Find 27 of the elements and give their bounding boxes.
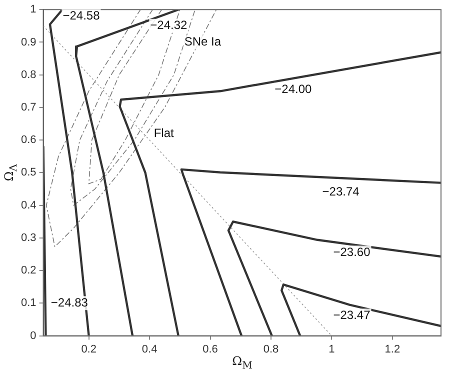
x-tick-label: 1.2 [384,343,400,356]
y-tick-label: 0.3 [20,232,36,244]
annotation: −24.32 [150,18,188,32]
annotation: −23.60 [333,244,371,259]
annotation: −23.74 [322,184,360,199]
y-tick-label: 0.9 [20,36,36,48]
y-tick-label: 0.8 [20,68,36,81]
y-tick-label: 0.5 [20,166,36,179]
y-tick-label: 0.1 [20,297,36,310]
y-tick-label: 1 [30,4,36,16]
y-tick-label: 0.4 [20,199,36,212]
x-tick-label: 1 [328,343,335,356]
y-tick-label: 0.6 [20,134,36,146]
annotation: Flat [154,126,174,140]
x-tick-label: 0.4 [142,343,158,356]
annotation: −24.58 [62,8,100,22]
annotation: −24.00 [274,82,312,96]
x-tick-label: 0.2 [81,343,96,356]
x-axis-title: Ω$_{M}$ [232,354,252,372]
y-tick-label: 0.7 [20,101,36,114]
y-tick-label: 0 [30,330,36,342]
annotation: SNe Ia [184,34,222,49]
annotation: −24.83 [50,295,88,310]
y-tick-label: 0.2 [20,264,36,277]
x-tick-label: 0.8 [263,343,279,356]
x-tick-label: 0.6 [202,343,218,356]
annotation: −23.47 [333,308,371,322]
